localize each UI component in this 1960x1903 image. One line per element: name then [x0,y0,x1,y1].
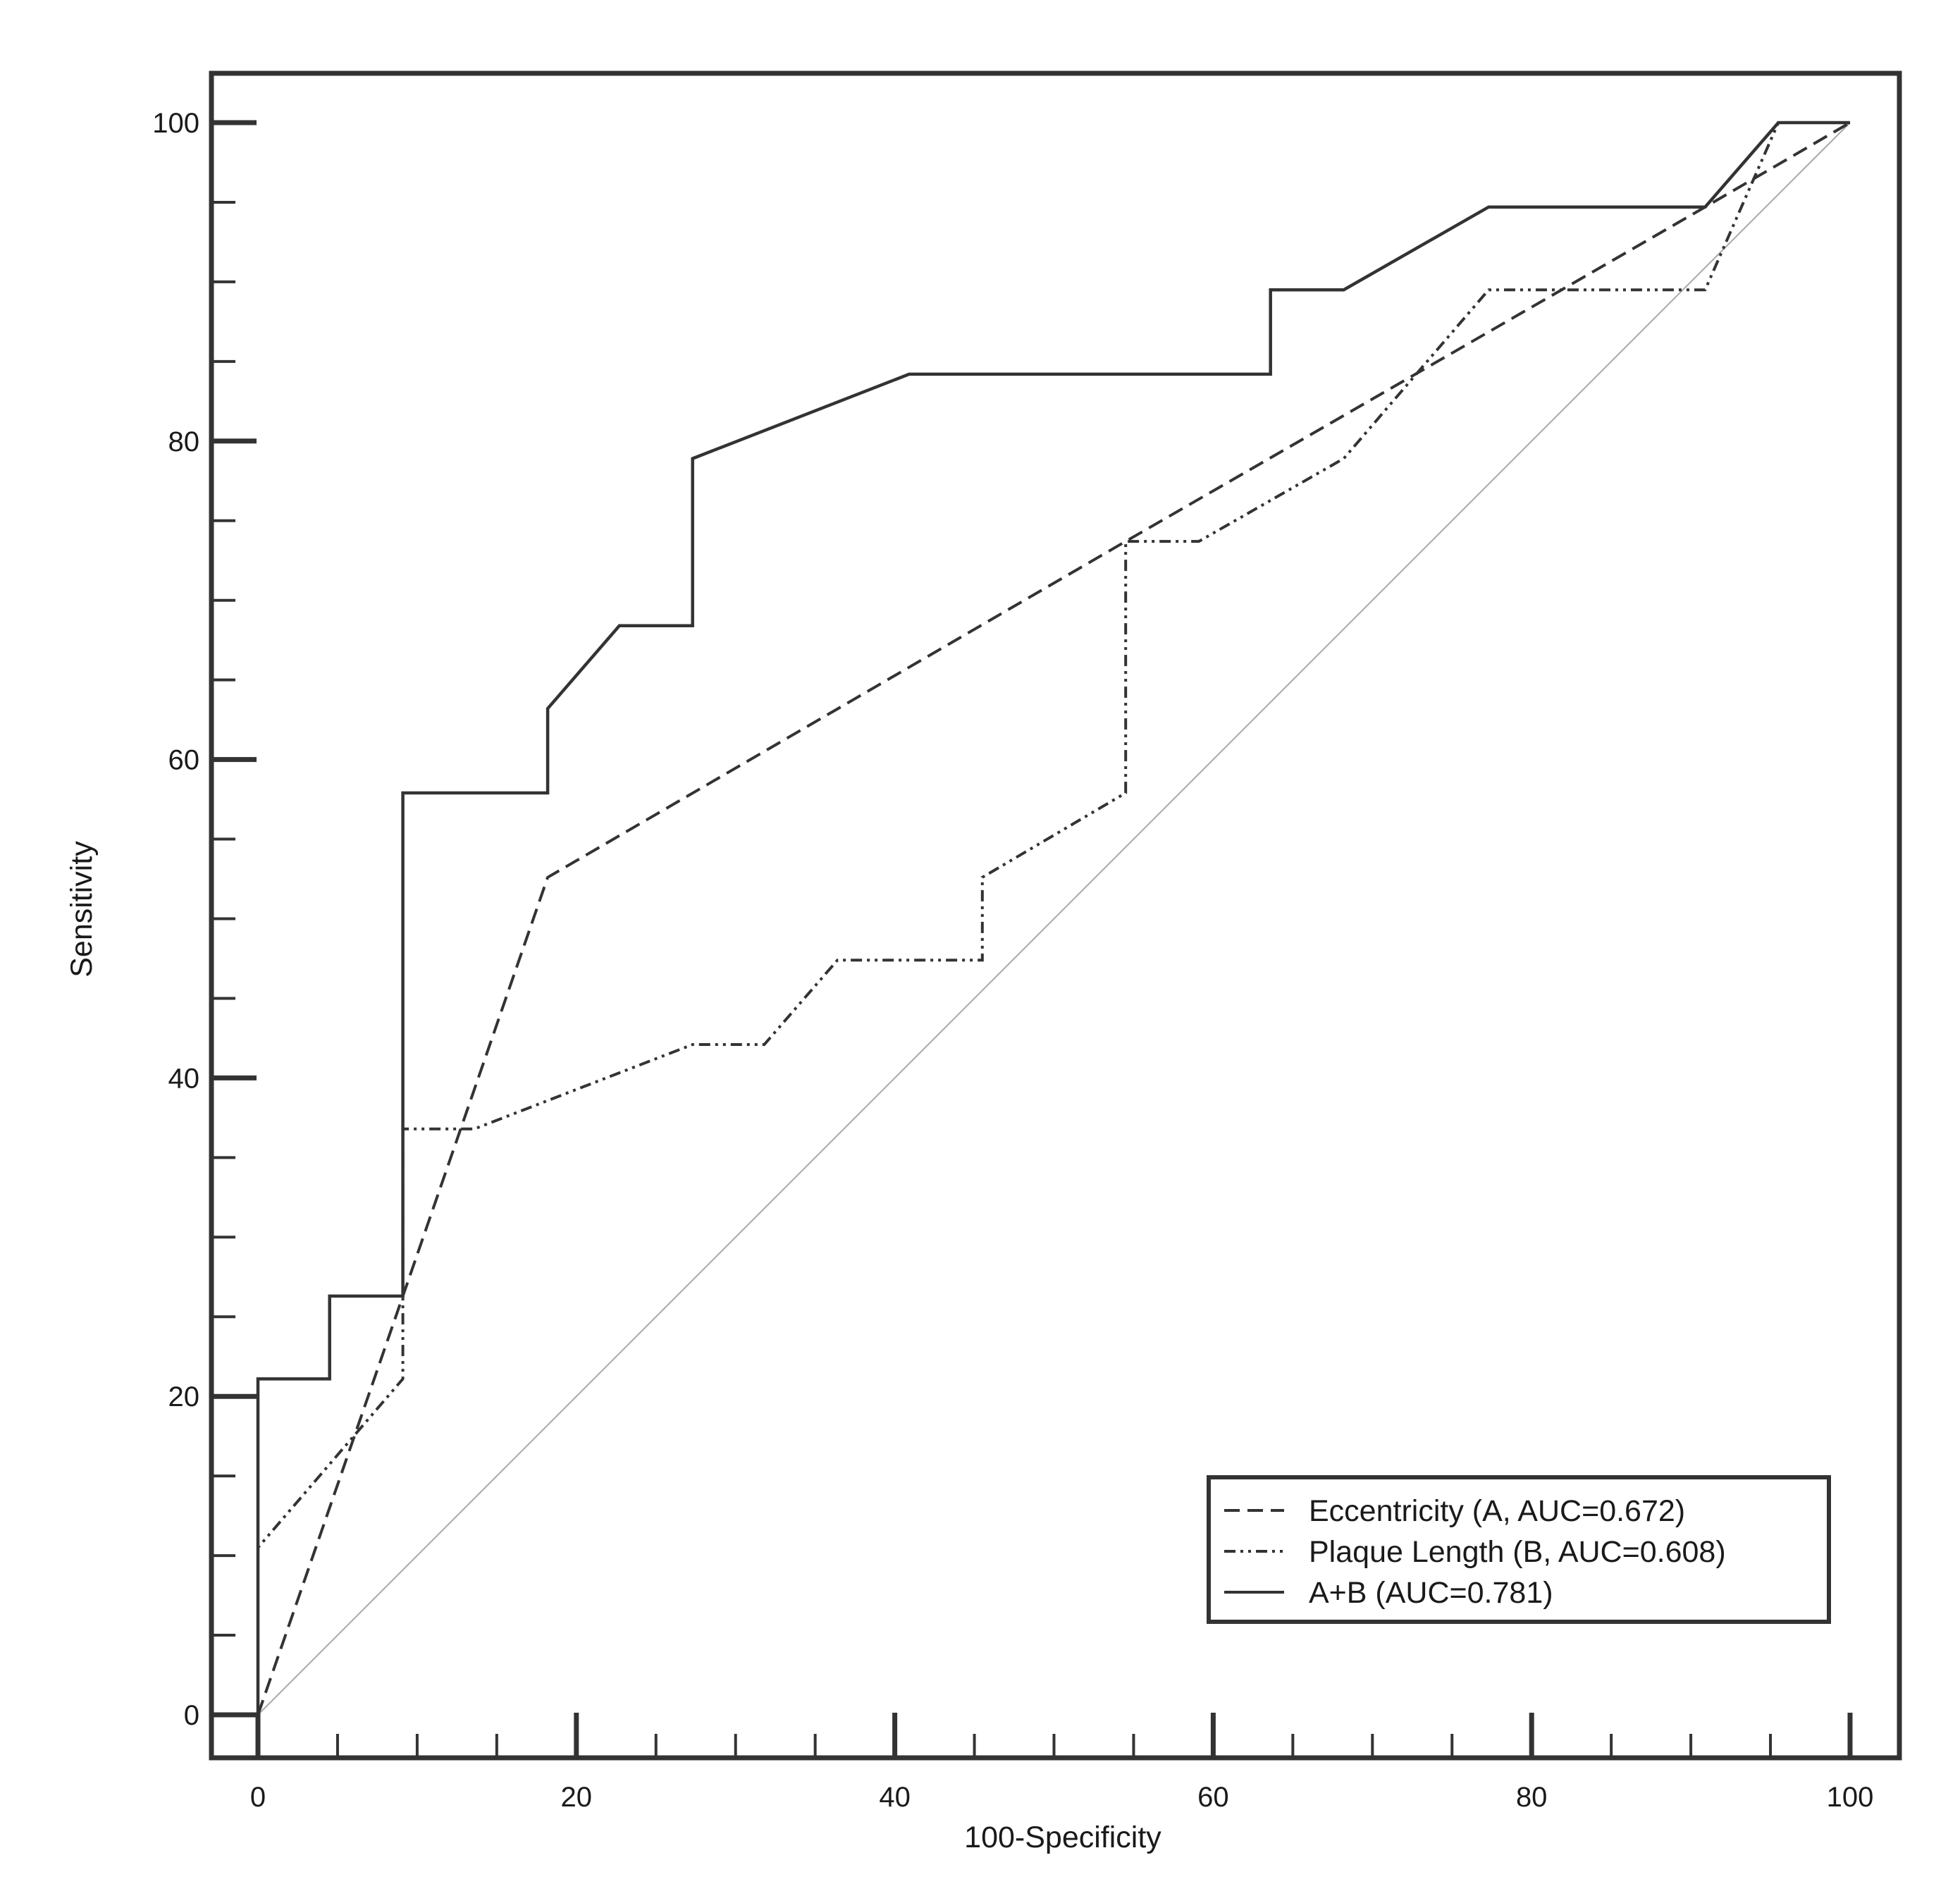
legend-label-1: Eccentricity (A, AUC=0.672) [1309,1494,1685,1528]
y-tick-label: 20 [168,1381,200,1412]
y-tick-label: 80 [168,426,200,457]
legend-label-2: Plaque Length (B, AUC=0.608) [1309,1535,1726,1569]
x-tick-label: 40 [879,1782,911,1813]
series-line-3 [256,121,1850,1715]
y-axis: 0 20 40 60 80 100 [152,108,257,1731]
y-tick-label: 60 [168,745,200,776]
legend-box [1207,1475,1831,1624]
y-tick-label: 100 [152,108,199,139]
reference-diagonal [257,122,1851,1716]
legend-label-3: A+B (AUC=0.781) [1309,1576,1553,1610]
y-tick-label: 40 [168,1063,200,1094]
reference-diagonal-line [257,122,1851,1716]
x-tick-label: 100 [1827,1782,1874,1813]
x-tick-label: 0 [250,1782,266,1813]
x-tick-label: 80 [1516,1782,1548,1813]
x-tick-label: 60 [1197,1782,1229,1813]
y-axis-label: Sensitivity [65,841,99,978]
series-line-1 [257,121,1851,1716]
y-tick-label: 0 [184,1700,199,1731]
x-tick-label: 20 [561,1782,593,1813]
legend: Eccentricity (A, AUC=0.672) Plaque Length… [1207,1475,1831,1624]
series-layer [256,121,1851,1716]
x-axis-label: 100-Specificity [964,1821,1161,1854]
x-axis: 0 20 40 60 80 100 [250,1713,1874,1813]
